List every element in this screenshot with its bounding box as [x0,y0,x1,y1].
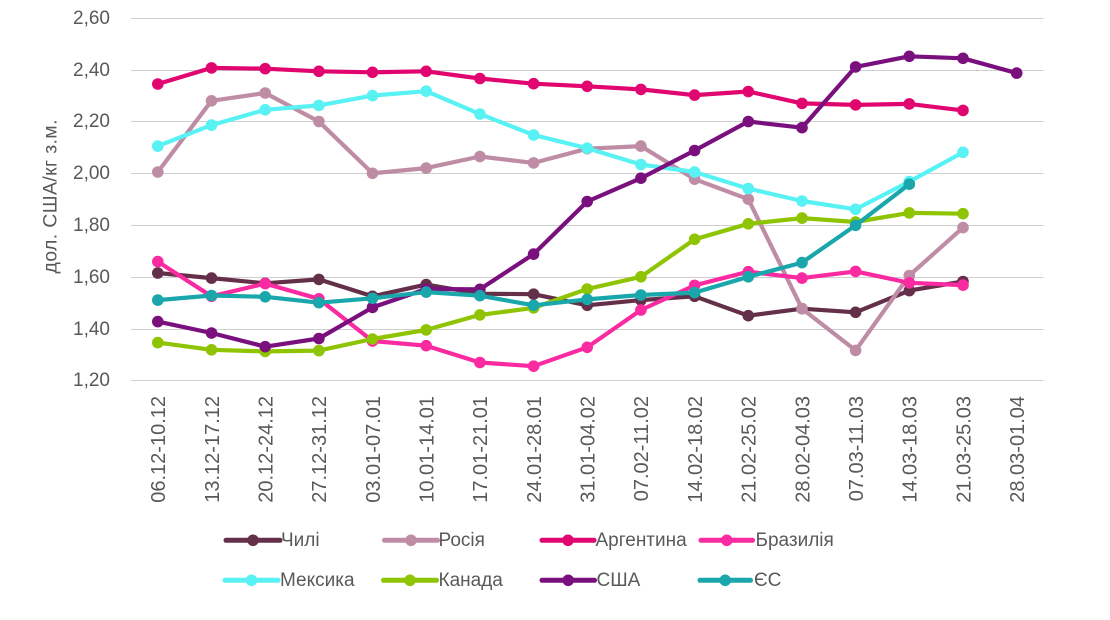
svg-text:2,20: 2,20 [73,111,110,132]
svg-text:дол. США/кг з.м.: дол. США/кг з.м. [40,120,62,274]
svg-text:03.01-07.01: 03.01-07.01 [363,396,385,503]
svg-text:31.01-04.02: 31.01-04.02 [578,396,600,503]
svg-text:1,80: 1,80 [73,215,110,236]
svg-text:США: США [597,570,641,591]
svg-text:Бразилія: Бразилія [756,530,834,551]
svg-text:Аргентина: Аргентина [596,530,688,551]
svg-text:1,40: 1,40 [73,319,110,340]
svg-text:21.02-25.02: 21.02-25.02 [739,396,761,503]
svg-text:24.01-28.01: 24.01-28.01 [524,396,546,503]
svg-text:10.01-14.01: 10.01-14.01 [417,396,439,503]
svg-text:17.01-21.01: 17.01-21.01 [470,396,492,503]
svg-text:13.12-17.12: 13.12-17.12 [202,396,224,503]
svg-text:2,40: 2,40 [73,60,110,81]
svg-text:2,60: 2,60 [73,8,110,29]
svg-text:28.03-01.04: 28.03-01.04 [1007,396,1029,503]
svg-text:Росія: Росія [439,530,485,551]
svg-text:ЄС: ЄС [754,570,781,591]
svg-text:14.02-18.02: 14.02-18.02 [685,396,707,503]
svg-text:Чилі: Чилі [281,530,320,551]
svg-text:1,60: 1,60 [73,267,110,288]
svg-text:07.03-11.03: 07.03-11.03 [846,396,868,501]
svg-text:Канада: Канада [439,570,504,591]
svg-text:2,00: 2,00 [73,163,110,184]
svg-text:1,20: 1,20 [73,370,110,391]
svg-text:14.03-18.03: 14.03-18.03 [900,396,922,503]
svg-text:Мексика: Мексика [280,570,355,591]
svg-text:28.02-04.03: 28.02-04.03 [792,396,814,503]
svg-text:07.02-11.02: 07.02-11.02 [631,396,653,501]
svg-text:20.12-24.12: 20.12-24.12 [256,396,278,503]
svg-text:06.12-10.12: 06.12-10.12 [148,396,170,503]
svg-text:27.12-31.12: 27.12-31.12 [309,396,331,503]
svg-text:21.03-25.03: 21.03-25.03 [953,396,975,503]
